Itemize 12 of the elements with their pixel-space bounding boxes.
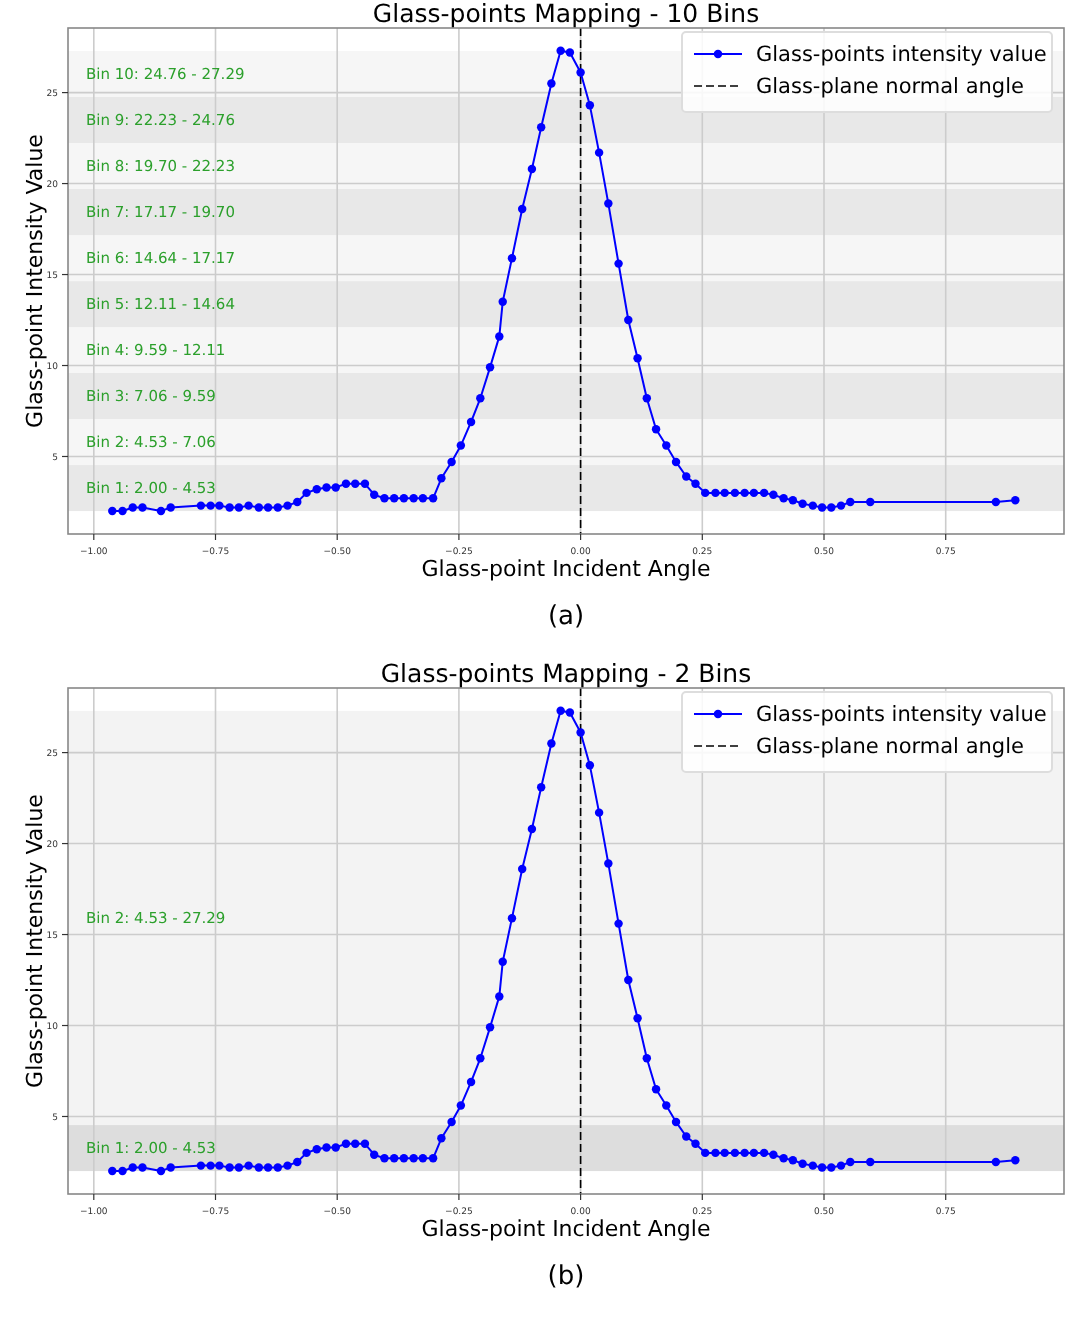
text: (b): [547, 1262, 585, 1292]
chart-title: Glass-points Mapping - 10 Bins: [372, 0, 760, 28]
chart-title: Glass-points Mapping - 2 Bins: [380, 658, 752, 688]
x-axis-title: Glass-point Incident Angle: [421, 556, 711, 582]
text: (a): [547, 602, 585, 632]
ref-line-label: Glass-plane normal angle: [756, 75, 1024, 100]
x-axis-title: Glass-point Incident Angle: [421, 1216, 711, 1242]
y-axis-title: Glass-point Intensity Value: [22, 133, 48, 428]
y-axis-title: Glass-point Intensity Value: [22, 793, 48, 1088]
ref-line-label: Glass-plane normal angle: [756, 735, 1024, 760]
legend-label: Glass-points intensity value: [756, 703, 1047, 728]
legend-label: Glass-points intensity value: [756, 43, 1047, 68]
